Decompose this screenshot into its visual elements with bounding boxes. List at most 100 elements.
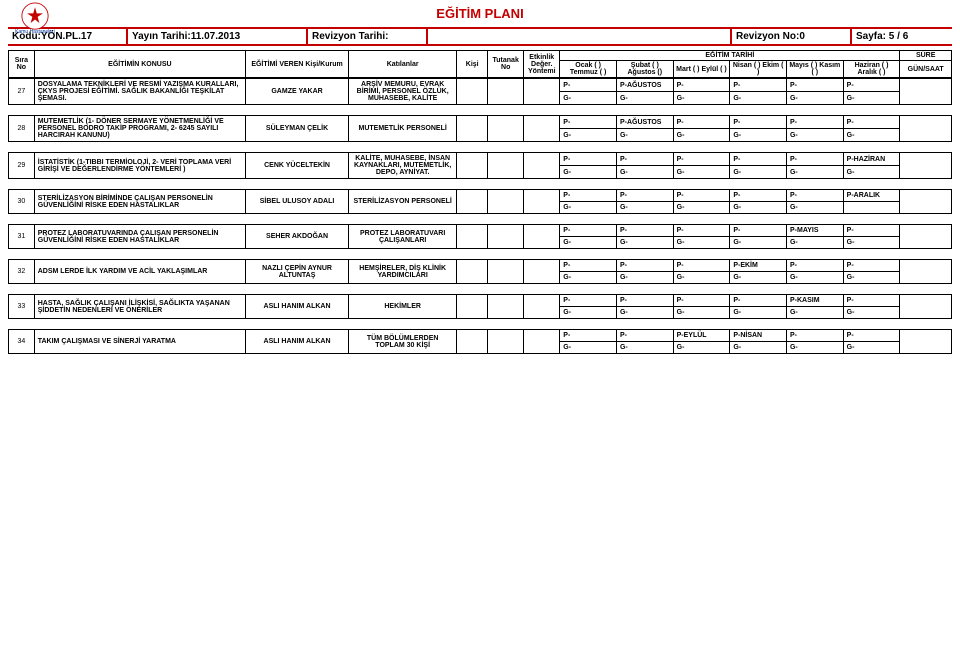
cell-month-bot: G- [616,307,673,319]
cell-month-top: P-NİSAN [730,330,787,342]
cell-month-top: P- [843,330,900,342]
yayin-label: Yayın Tarihi: [132,31,191,42]
cell-month-top: P- [673,79,730,92]
cell-eff [524,153,560,179]
data-row: 33HASTA, SAĞLIK ÇALIŞANI İLİŞKİSİ, SAĞLI… [8,294,952,319]
cell-month-top: P- [673,190,730,202]
cell-tutanak [488,295,524,319]
cell-trainer: ASLI HANIM ALKAN [246,330,349,354]
data-row: 32ADSM LERDE İLK YARDIM VE ACİL YAKLAŞIM… [8,259,952,284]
cell-month-bot: G- [730,92,787,105]
cell-no: 33 [9,295,35,319]
hdr-m5: Haziran ( ) Aralık ( ) [843,61,900,78]
cell-trainer: ASLI HANIM ALKAN [246,295,349,319]
cell-topic: MUTEMETLİK (1- DÖNER SERMAYE YÖNETMENLİĞ… [34,116,245,142]
meta-revno: Revizyon No:0 [732,29,852,44]
cell-eff [524,295,560,319]
data-row: 29İSTATİSTİK (1-TIBBI TERMİOLOJİ, 2- VER… [8,152,952,179]
cell-month-top: P- [616,295,673,307]
cell-participants: PROTEZ LABORATUVARI ÇALIŞANLARI [349,225,457,249]
cell-month-bot: G- [616,202,673,214]
cell-tutanak [488,190,524,214]
cell-month-top: P- [730,225,787,237]
cell-month-top: P- [786,116,843,129]
cell-topic: STERİLİZASYON BİRİMİNDE ÇALIŞAN PERSONEL… [34,190,245,214]
cell-month-top: P- [730,116,787,129]
data-row: 30STERİLİZASYON BİRİMİNDE ÇALIŞAN PERSON… [8,189,952,214]
cell-month-bot: G- [786,272,843,284]
cell-no: 30 [9,190,35,214]
cell-participants: HEKİMLER [349,295,457,319]
sayfa-val: 5 / 6 [889,31,908,42]
cell-eff [524,79,560,105]
cell-participants: MUTEMETLİK PERSONELİ [349,116,457,142]
cell-month-bot: G- [843,129,900,142]
hdr-sure: SÜRE [900,51,952,61]
cell-sure [900,260,952,284]
cell-trainer: SİBEL ULUSOY ADALI [246,190,349,214]
cell-month-top: P- [673,116,730,129]
cell-month-top: P-EYLÜL [673,330,730,342]
cell-month-bot: G- [616,92,673,105]
cell-trainer: NAZLI ÇEPİN AYNUR ALTUNTAŞ [246,260,349,284]
cell-participants: STERİLİZASYON PERSONELİ [349,190,457,214]
cell-topic: İSTATİSTİK (1-TIBBI TERMİOLOJİ, 2- VERİ … [34,153,245,179]
cell-participants: KALİTE, MUHASEBE, İNSAN KAYNAKLARI, MUTE… [349,153,457,179]
hdr-konu: EĞİTİMİN KONUSU [34,51,245,78]
cell-month-bot: G- [786,202,843,214]
cell-month-top: P-ARALIK [843,190,900,202]
cell-month-top: P- [786,260,843,272]
cell-month-top: P- [730,190,787,202]
cell-month-bot: G- [616,342,673,354]
cell-month-bot: G- [673,272,730,284]
cell-no: 32 [9,260,35,284]
cell-month-bot: G- [786,129,843,142]
cell-no: 34 [9,330,35,354]
cell-month-top: P- [560,79,617,92]
logo-caption: Kamu Hastaneleri [15,30,55,35]
cell-month-top: P- [730,295,787,307]
cell-tutanak [488,225,524,249]
data-row: 27DOSYALAMA TEKNİKLERİ VE RESMİ YAZIŞMA … [8,78,952,105]
cell-tutanak [488,330,524,354]
data-row: 34TAKIM ÇALIŞMASI VE SİNERJİ YARATMAASLI… [8,329,952,354]
cell-month-bot: G- [843,342,900,354]
cell-kisi [457,260,488,284]
cell-month-bot: G- [673,307,730,319]
cell-month-top: P- [786,79,843,92]
cell-month-top: P- [673,153,730,166]
meta-gap [428,29,732,44]
hdr-etkinlik: Etkinlik Değer. Yöntemi [524,51,560,78]
logo: Kamu Hastaneleri [10,2,60,42]
cell-month-bot: G- [843,166,900,179]
cell-trainer: SEHER AKDOĞAN [246,225,349,249]
data-row: 28MUTEMETLİK (1- DÖNER SERMAYE YÖNETMENL… [8,115,952,142]
cell-month-bot: G- [786,307,843,319]
cell-month-bot: G- [560,129,617,142]
revno-label: Revizyon No: [736,31,799,42]
hdr-m4: Mayıs ( ) Kasım ( ) [786,61,843,78]
cell-participants: TÜM BÖLÜMLERDEN TOPLAM 30 KİŞİ [349,330,457,354]
cell-month-top: P- [843,225,900,237]
cell-month-top: P- [843,79,900,92]
meta-bar: Kodu:YÖN.PL.17 Yayın Tarihi:11.07.2013 R… [8,27,952,46]
cell-sure [900,190,952,214]
hdr-tutanak: Tutanak No [488,51,524,78]
cell-sure [900,153,952,179]
cell-trainer: SÜLEYMAN ÇELİK [246,116,349,142]
cell-tutanak [488,260,524,284]
cell-month-top: P- [616,190,673,202]
cell-sure [900,330,952,354]
cell-topic: ADSM LERDE İLK YARDIM VE ACİL YAKLAŞIMLA… [34,260,245,284]
cell-month-bot: G- [616,129,673,142]
cell-no: 27 [9,79,35,105]
hdr-m1: Şubat ( ) Ağustos () [616,61,673,78]
cell-kisi [457,116,488,142]
cell-month-top: P- [730,153,787,166]
cell-month-top: P-AĞUSTOS [616,79,673,92]
revt-label: Revizyon Tarihi: [312,31,389,42]
cell-month-top: P-HAZİRAN [843,153,900,166]
cell-eff [524,225,560,249]
cell-participants: ARŞİV MEMURU, EVRAK BİRİMİ, PERSONEL ÖZL… [349,79,457,105]
cell-kisi [457,225,488,249]
